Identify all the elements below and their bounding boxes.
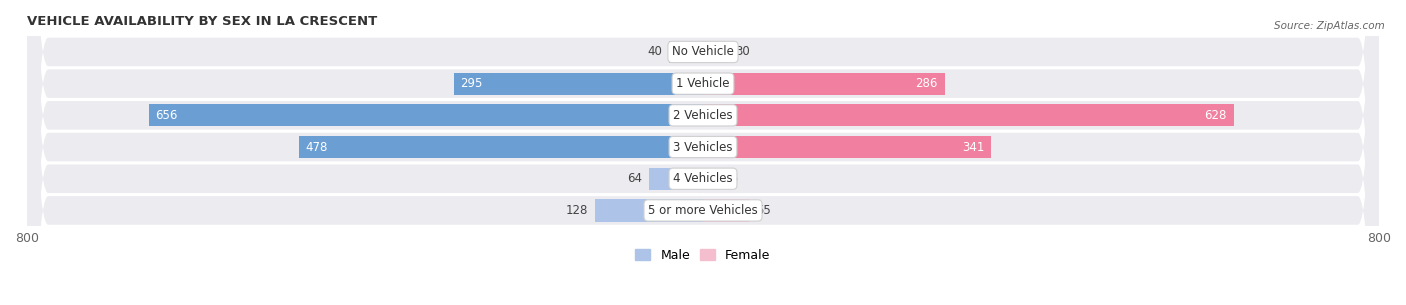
Text: 286: 286 xyxy=(915,77,938,90)
FancyBboxPatch shape xyxy=(27,0,1379,305)
Bar xyxy=(669,41,703,63)
FancyBboxPatch shape xyxy=(27,0,1379,305)
Bar xyxy=(703,41,728,63)
Text: VEHICLE AVAILABILITY BY SEX IN LA CRESCENT: VEHICLE AVAILABILITY BY SEX IN LA CRESCE… xyxy=(27,15,377,28)
Text: 341: 341 xyxy=(962,141,984,153)
Text: 1 Vehicle: 1 Vehicle xyxy=(676,77,730,90)
Text: 55: 55 xyxy=(756,204,770,217)
Text: 3 Vehicles: 3 Vehicles xyxy=(673,141,733,153)
Text: 16: 16 xyxy=(723,172,738,185)
Legend: Male, Female: Male, Female xyxy=(636,249,770,262)
Text: 656: 656 xyxy=(156,109,177,122)
Text: 478: 478 xyxy=(307,141,328,153)
Text: 128: 128 xyxy=(565,204,588,217)
Text: 40: 40 xyxy=(648,45,662,59)
Bar xyxy=(149,104,703,127)
FancyBboxPatch shape xyxy=(27,0,1379,305)
Text: 30: 30 xyxy=(735,45,749,59)
FancyBboxPatch shape xyxy=(27,0,1379,305)
Bar xyxy=(454,73,703,95)
Bar xyxy=(703,168,717,190)
Bar xyxy=(299,136,703,158)
Bar xyxy=(703,104,1233,127)
Bar xyxy=(703,73,945,95)
Bar xyxy=(650,168,703,190)
Text: 64: 64 xyxy=(627,172,643,185)
Text: 2 Vehicles: 2 Vehicles xyxy=(673,109,733,122)
Text: Source: ZipAtlas.com: Source: ZipAtlas.com xyxy=(1274,21,1385,31)
Text: 5 or more Vehicles: 5 or more Vehicles xyxy=(648,204,758,217)
Bar xyxy=(703,199,749,221)
Text: 628: 628 xyxy=(1205,109,1227,122)
FancyBboxPatch shape xyxy=(27,0,1379,305)
Text: 4 Vehicles: 4 Vehicles xyxy=(673,172,733,185)
Bar xyxy=(703,136,991,158)
Bar xyxy=(595,199,703,221)
Text: 295: 295 xyxy=(461,77,482,90)
Text: No Vehicle: No Vehicle xyxy=(672,45,734,59)
FancyBboxPatch shape xyxy=(27,0,1379,305)
